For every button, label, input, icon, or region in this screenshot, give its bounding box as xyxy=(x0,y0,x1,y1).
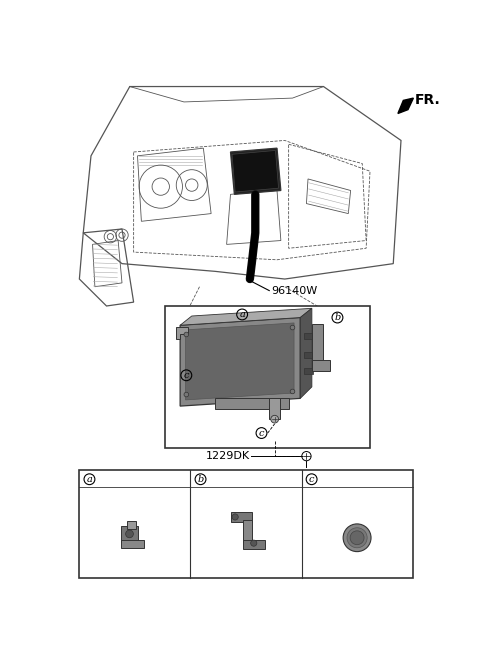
Text: 96140W: 96140W xyxy=(271,286,317,296)
Polygon shape xyxy=(300,308,312,398)
Polygon shape xyxy=(230,148,281,194)
Bar xyxy=(304,367,313,374)
Bar xyxy=(127,521,136,528)
Text: b: b xyxy=(335,313,341,322)
Polygon shape xyxy=(180,317,300,406)
Text: c: c xyxy=(259,428,264,438)
Bar xyxy=(312,324,323,370)
Polygon shape xyxy=(232,150,278,192)
Bar xyxy=(304,333,313,339)
Circle shape xyxy=(343,524,371,552)
Bar xyxy=(312,360,330,371)
Circle shape xyxy=(184,392,189,397)
Polygon shape xyxy=(176,327,188,339)
Polygon shape xyxy=(398,98,413,114)
Bar xyxy=(121,526,138,541)
Bar xyxy=(165,306,370,449)
Circle shape xyxy=(251,540,257,546)
Text: FR.: FR. xyxy=(415,93,441,107)
Text: 96155D: 96155D xyxy=(98,474,142,484)
Bar xyxy=(215,398,288,409)
Circle shape xyxy=(126,530,133,538)
Polygon shape xyxy=(186,323,294,400)
Circle shape xyxy=(290,389,295,394)
Circle shape xyxy=(184,332,189,337)
Text: a: a xyxy=(239,310,245,319)
Circle shape xyxy=(290,325,295,330)
Polygon shape xyxy=(180,308,312,325)
Bar xyxy=(121,540,144,548)
Text: c: c xyxy=(309,475,314,484)
Circle shape xyxy=(350,531,364,545)
Text: 1229DK: 1229DK xyxy=(206,451,250,461)
Bar xyxy=(243,520,252,541)
Text: a: a xyxy=(86,475,92,484)
Circle shape xyxy=(271,415,278,423)
Bar xyxy=(79,470,413,578)
Text: c: c xyxy=(183,371,189,380)
Circle shape xyxy=(347,528,367,548)
Bar xyxy=(269,397,280,419)
Text: 96173: 96173 xyxy=(320,474,355,484)
Bar xyxy=(304,352,313,358)
Text: 96155E: 96155E xyxy=(209,474,251,484)
Bar xyxy=(230,512,252,522)
Text: b: b xyxy=(197,475,204,484)
Bar xyxy=(243,540,264,549)
Circle shape xyxy=(232,514,238,520)
